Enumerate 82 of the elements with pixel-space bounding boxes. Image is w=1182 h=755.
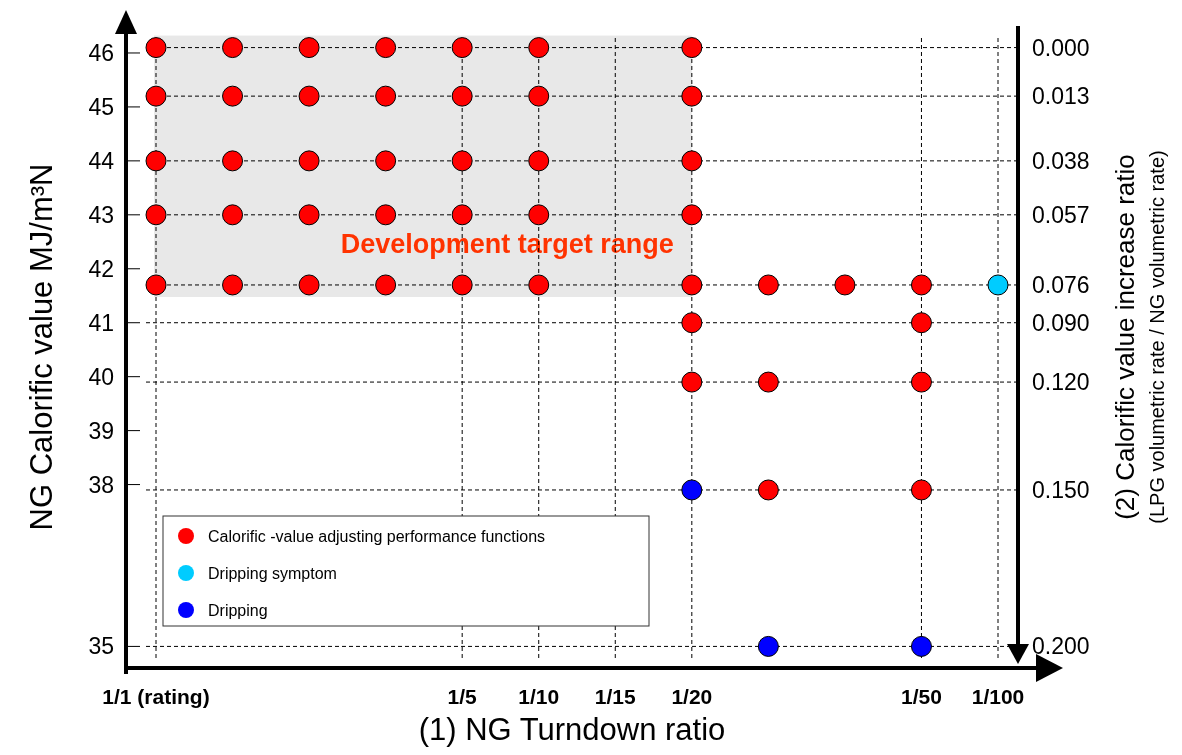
x-tick-label: 1/10 [518, 685, 560, 708]
point [987, 274, 1009, 296]
point [222, 150, 244, 172]
point [910, 371, 932, 393]
point [528, 150, 550, 172]
text: 0.200 [1032, 633, 1090, 660]
point [834, 274, 856, 296]
text: 0.090 [1032, 309, 1090, 336]
point [375, 204, 397, 226]
y-tick-label: 39 [88, 417, 114, 444]
point [451, 274, 473, 296]
point [910, 635, 932, 657]
point [375, 37, 397, 59]
x-axis-title: (1) NG Turndown ratio [418, 712, 726, 747]
x-tick-label: 1/15 [594, 685, 637, 708]
y-tick-label: 41 [88, 309, 114, 336]
legend-label: Dripping symptom [208, 565, 337, 582]
point [375, 85, 397, 107]
y-axis-title: NG Calorific value MJ/m³N [24, 163, 59, 531]
y2-axis-title: (2) Calorific value increase ratio (LPG volumetric rate / NG volumetric rate) [1110, 150, 1168, 524]
point [222, 85, 244, 107]
point [298, 150, 320, 172]
point [528, 85, 550, 107]
point [681, 204, 703, 226]
x-tick-label: 1/50 [901, 685, 942, 708]
point [375, 274, 397, 296]
point [298, 37, 320, 59]
point [145, 204, 167, 226]
point [222, 204, 244, 226]
y-tick-label: 35 [88, 633, 114, 660]
point [451, 150, 473, 172]
text: 0.013 [1032, 83, 1090, 110]
point [451, 85, 473, 107]
point [145, 274, 167, 296]
point [451, 204, 473, 226]
point [298, 274, 320, 296]
x-tick-label: 1/20 [671, 685, 713, 708]
x-tick-label: 1/100 [971, 685, 1025, 708]
point [528, 274, 550, 296]
text: 0.057 [1032, 201, 1090, 228]
point [528, 37, 550, 59]
point [757, 479, 779, 501]
text: 0.120 [1032, 369, 1090, 396]
point [681, 85, 703, 107]
x-tick-label: 1/1 (rating) [102, 685, 210, 708]
legend-label: Calorific -value adjusting performance functions [208, 528, 546, 545]
legend-label: Dripping [208, 602, 268, 619]
y-tick-label: 43 [88, 201, 114, 228]
point [681, 479, 703, 501]
point [681, 37, 703, 59]
point [145, 150, 167, 172]
band-label: Development target range [340, 228, 674, 259]
point [757, 635, 779, 657]
point [681, 150, 703, 172]
y-tick-label: 44 [88, 147, 115, 174]
point [375, 150, 397, 172]
point [222, 37, 244, 59]
point [298, 85, 320, 107]
point [910, 479, 932, 501]
y-tick-label: 38 [88, 471, 114, 498]
text: 0.076 [1032, 271, 1090, 298]
y-tick-label: 46 [88, 39, 114, 66]
point [681, 371, 703, 393]
text: 0.150 [1032, 476, 1090, 503]
y-tick-label: 40 [88, 363, 114, 390]
point [222, 274, 244, 296]
point [681, 274, 703, 296]
point [145, 85, 167, 107]
point [910, 274, 932, 296]
y-tick-label: 45 [88, 93, 114, 120]
y-tick-label: 42 [88, 255, 114, 282]
point [145, 37, 167, 59]
point [757, 371, 779, 393]
point [681, 312, 703, 334]
x-tick-label: 1/5 [447, 685, 478, 708]
point [757, 274, 779, 296]
point [910, 312, 932, 334]
point [528, 204, 550, 226]
text: 0.038 [1032, 147, 1090, 174]
point [451, 37, 473, 59]
point [298, 204, 320, 226]
text: 0.000 [1032, 34, 1090, 61]
